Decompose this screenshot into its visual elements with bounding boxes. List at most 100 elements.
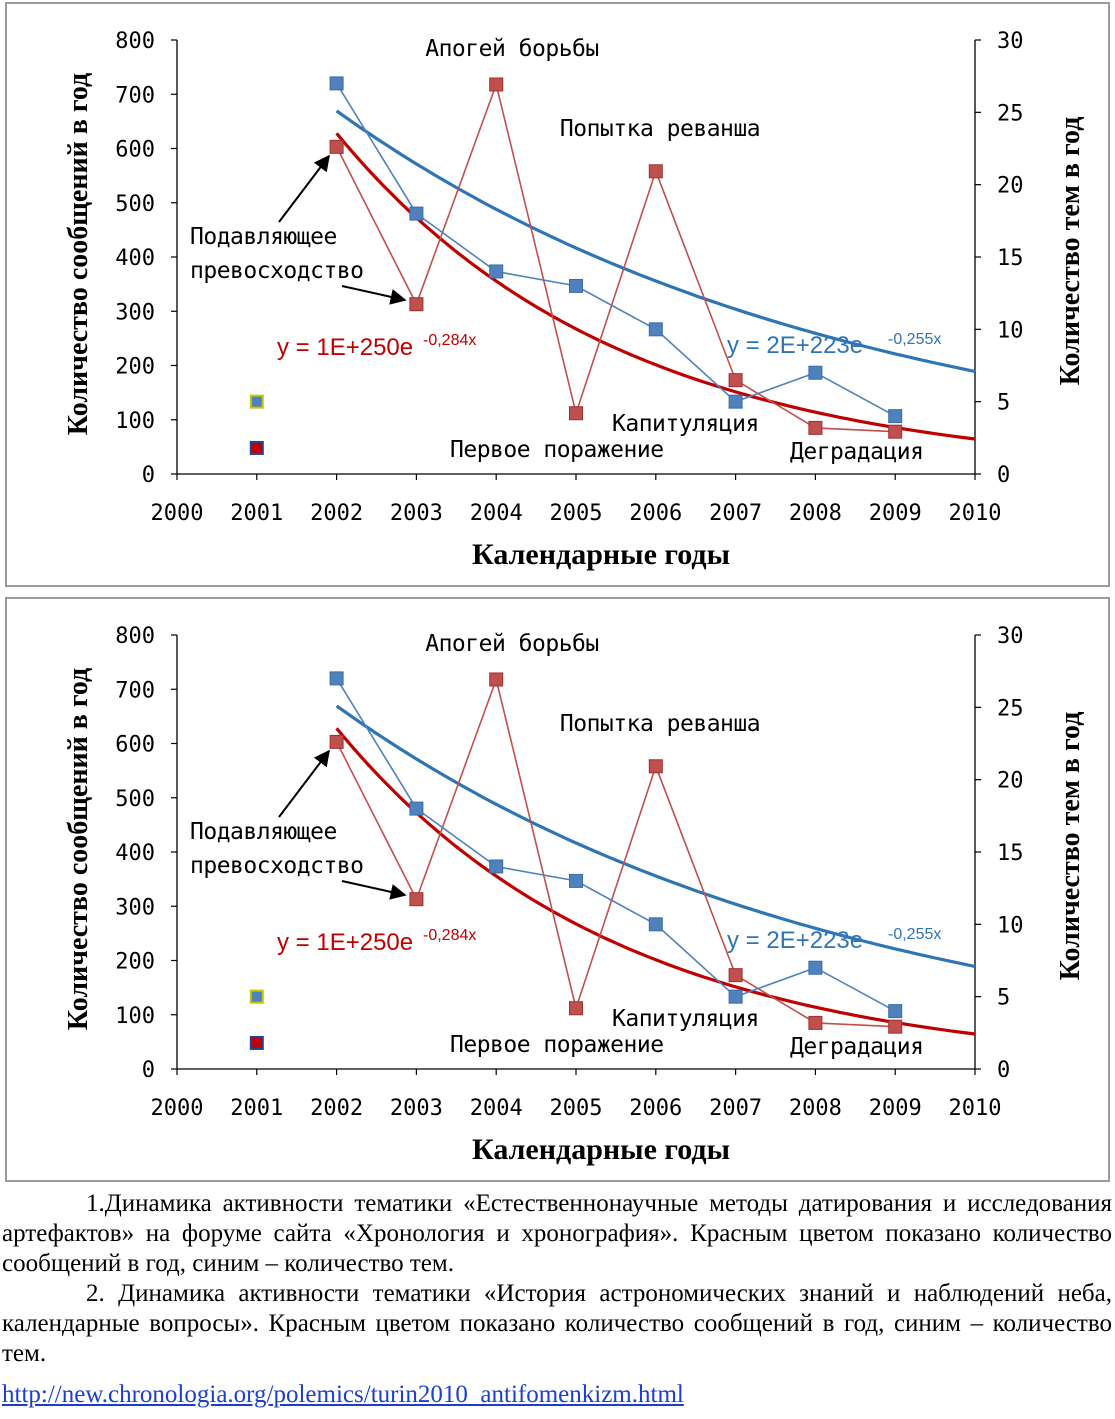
chart-svg-1: 0 100 200 300 400 500 600 700 800 0 5 10 15 20 25 30 200… bbox=[63, 29, 1086, 571]
series-1-point bbox=[409, 297, 424, 312]
series-1-point bbox=[888, 424, 903, 439]
series-1-point bbox=[728, 968, 743, 983]
x-tick-label: 2003 bbox=[390, 501, 443, 526]
x-tick-label: 2005 bbox=[550, 1096, 603, 1121]
trend-equation-1: y = 1E+250e bbox=[277, 929, 413, 956]
y-left-tick-label: 600 bbox=[115, 138, 155, 163]
annotation-5: Капитуляция bbox=[612, 1006, 759, 1032]
x-tick-label: 2004 bbox=[470, 1096, 523, 1121]
y-left-tick-label: 200 bbox=[115, 355, 155, 380]
chart-svg-2: 0 100 200 300 400 500 600 700 800 0 5 10 15 20 25 30 200… bbox=[63, 624, 1086, 1166]
y-right-tick-label: 15 bbox=[997, 246, 1024, 271]
annotation-5: Капитуляция bbox=[612, 411, 759, 437]
y-right-tick-label: 10 bbox=[997, 913, 1024, 938]
x-tick-label: 2009 bbox=[869, 1096, 922, 1121]
y-left-tick-label: 800 bbox=[115, 624, 155, 649]
x-tick-label: 2004 bbox=[470, 501, 523, 526]
y-left-tick-label: 300 bbox=[115, 300, 155, 325]
arrow-to-2002-peak bbox=[278, 154, 330, 223]
trend-equation-1: y = 1E+250e bbox=[277, 334, 413, 361]
x-tick-label: 2000 bbox=[151, 501, 204, 526]
y-left-tick-label: 400 bbox=[115, 841, 155, 866]
marker-red-2001 bbox=[249, 1035, 264, 1050]
marker-blue-2001 bbox=[249, 394, 264, 409]
x-tick-label: 2007 bbox=[709, 1096, 762, 1121]
y-right-tick-label: 0 bbox=[997, 463, 1010, 488]
y-right-tick-label: 20 bbox=[997, 769, 1024, 794]
series-2-point bbox=[888, 409, 903, 424]
annotation-4: превосходство bbox=[190, 853, 364, 879]
arrow-to-2003-dip bbox=[341, 880, 407, 900]
trend-equation-2: y = 2E+223e bbox=[727, 927, 863, 954]
series-2-point bbox=[648, 322, 663, 337]
annotation-4: превосходство bbox=[190, 258, 364, 284]
y-right-tick-label: 15 bbox=[997, 841, 1024, 866]
series-2-point bbox=[329, 76, 344, 91]
y-right-tick-label: 5 bbox=[997, 986, 1010, 1011]
y-left-tick-label: 100 bbox=[115, 409, 155, 434]
x-tick-label: 2001 bbox=[230, 1096, 283, 1121]
y-left-tick-label: 600 bbox=[115, 733, 155, 758]
trend-exponent-2: -0,255x bbox=[888, 926, 941, 943]
series-1-point bbox=[648, 164, 663, 179]
x-tick-label: 2002 bbox=[310, 501, 363, 526]
y-left-tick-label: 400 bbox=[115, 246, 155, 271]
source-link[interactable]: http://new.chronologia.org/polemics/turi… bbox=[2, 1381, 684, 1408]
annotation-2: Попытка реванша bbox=[560, 116, 760, 142]
y-left-tick-label: 0 bbox=[142, 463, 155, 488]
caption-paragraph-1: 1.Динамика активности тематики «Естестве… bbox=[2, 1190, 1112, 1277]
series-1-point bbox=[569, 1001, 583, 1016]
y-left-tick-label: 700 bbox=[115, 678, 155, 703]
figure-caption: 1.Динамика активности тематики «Естестве… bbox=[2, 1189, 1112, 1369]
annotation-3: Подавляющее bbox=[190, 224, 337, 250]
series-1-point bbox=[409, 892, 424, 907]
y-left-axis-title: Количество сообщений в год bbox=[63, 73, 94, 435]
y-right-tick-label: 20 bbox=[997, 174, 1024, 199]
x-tick-label: 2001 bbox=[230, 501, 283, 526]
x-tick-label: 2003 bbox=[390, 1096, 443, 1121]
series-2-point bbox=[489, 859, 504, 874]
series-2-point bbox=[888, 1004, 903, 1019]
trend-equation-2: y = 2E+223e bbox=[727, 332, 863, 359]
y-right-tick-label: 5 bbox=[997, 391, 1010, 416]
y-right-axis-title: Количество тем в год bbox=[1055, 712, 1086, 981]
x-tick-label: 2010 bbox=[949, 1096, 1002, 1121]
y-left-tick-label: 0 bbox=[142, 1058, 155, 1083]
trendline-2 bbox=[335, 109, 976, 373]
series-2-point bbox=[329, 671, 344, 686]
series-2-point bbox=[409, 206, 424, 221]
x-tick-label: 2008 bbox=[789, 1096, 842, 1121]
marker-blue-2001 bbox=[249, 989, 264, 1004]
trend-exponent-1: -0,284x bbox=[423, 332, 476, 349]
y-left-axis-title: Количество сообщений в год bbox=[63, 668, 94, 1030]
x-tick-label: 2005 bbox=[550, 501, 603, 526]
x-tick-label: 2008 bbox=[789, 501, 842, 526]
series-1-point bbox=[329, 734, 344, 749]
marker-red-2001 bbox=[249, 440, 264, 455]
series-1-point bbox=[329, 139, 344, 154]
x-tick-label: 2007 bbox=[709, 501, 762, 526]
series-2-point bbox=[569, 873, 583, 888]
series-1-point bbox=[728, 373, 743, 388]
annotation-6: Первое поражение bbox=[450, 437, 664, 463]
series-2-point bbox=[569, 278, 583, 293]
y-right-tick-label: 10 bbox=[997, 318, 1024, 343]
annotation-7: Деградация bbox=[790, 439, 923, 465]
y-right-tick-label: 0 bbox=[997, 1058, 1010, 1083]
series-2-point bbox=[489, 264, 504, 279]
y-left-tick-label: 200 bbox=[115, 950, 155, 975]
series-1-point bbox=[888, 1019, 903, 1034]
x-tick-label: 2006 bbox=[629, 501, 682, 526]
x-tick-label: 2006 bbox=[629, 1096, 682, 1121]
series-2-line bbox=[335, 82, 896, 417]
trendline-1 bbox=[335, 727, 976, 1036]
y-left-tick-label: 500 bbox=[115, 787, 155, 812]
annotation-7: Деградация bbox=[790, 1034, 923, 1060]
annotation-6: Первое поражение bbox=[450, 1032, 664, 1058]
series-1-point bbox=[569, 406, 583, 421]
y-right-tick-label: 30 bbox=[997, 624, 1024, 649]
y-left-tick-label: 500 bbox=[115, 192, 155, 217]
series-2-point bbox=[728, 989, 743, 1004]
x-tick-label: 2000 bbox=[151, 1096, 204, 1121]
y-right-tick-label: 30 bbox=[997, 29, 1024, 54]
